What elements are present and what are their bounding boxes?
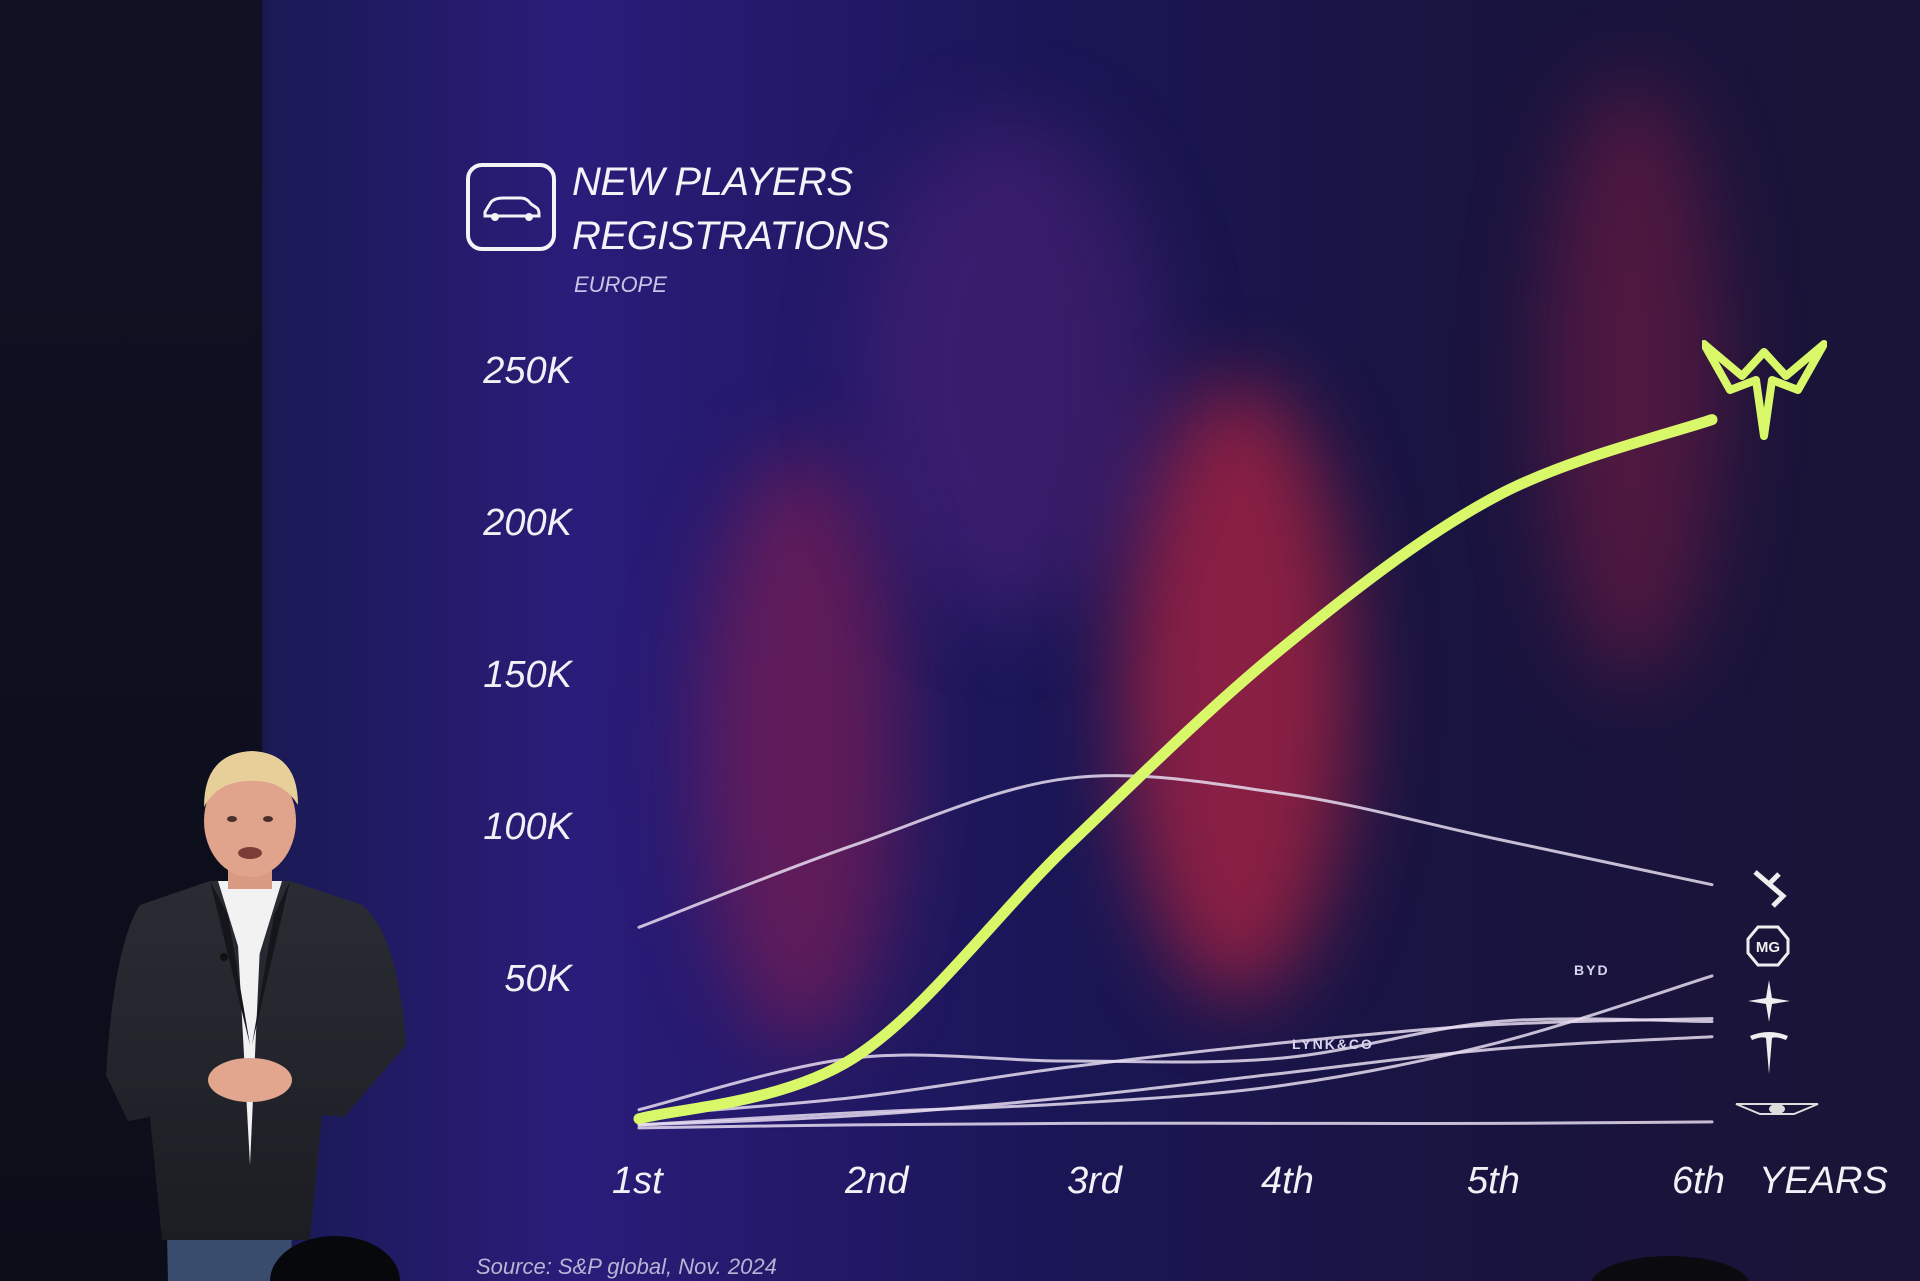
genesis-logo [1735,1103,1819,1115]
presenter [106,751,406,1281]
purple-glow [862,120,1162,620]
ds-logo [1753,870,1787,908]
presentation-screen: NEW PLAYERS REGISTRATIONS EUROPE 250K 20… [262,0,1920,1281]
series-line-0 [633,414,1718,1125]
source-note: Source: S&P global, Nov. 2024 [476,1254,777,1279]
y-tick-150k: 150K [483,654,572,696]
x-tick-5th: 5th [1467,1160,1520,1202]
x-tick-6th: 6th [1672,1160,1725,1202]
series-line-1 [637,774,1714,929]
x-tick-3rd: 3rd [1067,1160,1122,1202]
y-tick-100k: 100K [483,806,572,848]
y-tick-50k: 50K [504,958,572,1000]
mg-logo: MG [1746,925,1790,967]
tesla-logo [1750,1032,1788,1074]
series-line-4 [637,1016,1714,1118]
y-tick-250k: 250K [483,350,572,392]
series-line-6 [637,1120,1714,1130]
slide-title-line1: NEW PLAYERS [572,160,853,204]
svg-text:MG: MG [1756,939,1780,956]
registrations-chart [633,414,1718,1130]
series-line-3 [637,1017,1714,1112]
brand-label-lynkco: LYNK&CO [1292,1036,1374,1052]
red-glow [702,450,902,1050]
y-tick-200k: 200K [483,502,572,544]
region-label: EUROPE [574,272,667,297]
cupra-logo [1702,340,1827,440]
polestar-logo [1748,980,1790,1022]
car-icon [466,163,556,251]
brand-label-byd: BYD [1574,962,1610,978]
series-line-5 [637,1035,1714,1127]
x-tick-4th: 4th [1261,1160,1314,1202]
x-tick-1st: 1st [612,1160,663,1202]
series-line-2 [637,974,1714,1127]
x-axis-unit: YEARS [1759,1160,1888,1202]
red-glow [1542,80,1722,680]
x-tick-2nd: 2nd [845,1160,909,1202]
slide-title-line2: REGISTRATIONS [572,214,890,258]
